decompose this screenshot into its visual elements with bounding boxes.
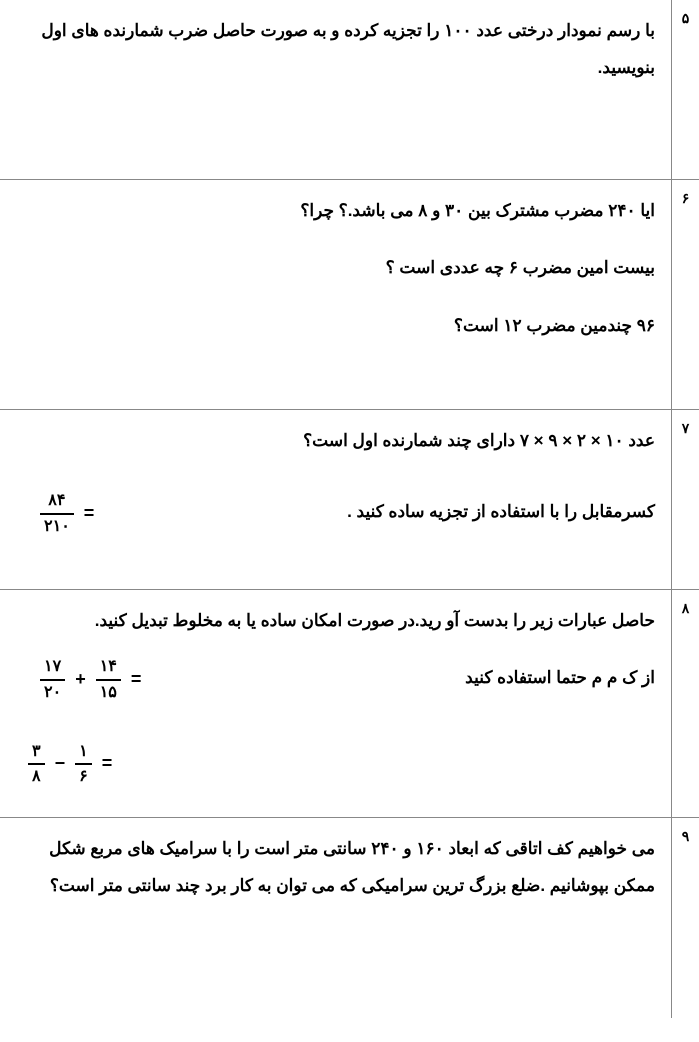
fraction-denominator: ۱۵ [96,679,121,702]
question-text-line: عدد ۱۰ × ۲ × ۹ × ۷ دارای چند شمارنده اول… [16,422,655,459]
question-text-line: از ک م م حتما استفاده کنید [465,659,655,696]
question-content: حاصل عبارات زیر را بدست آو رید.در صورت ا… [0,590,671,817]
question-row-7: ۷ عدد ۱۰ × ۲ × ۹ × ۷ دارای چند شمارنده ا… [0,410,699,590]
fraction-denominator: ۶ [75,763,92,786]
equals-sign: = [84,494,95,534]
equals-sign: = [131,660,142,700]
question-row-9: ۹ می خواهیم کف اتاقی که ابعاد ۱۶۰ و ۲۴۰ … [0,818,699,1018]
fraction-expression: ۱۷ ۲۰ + ۱۴ ۱۵ = [40,657,151,701]
question-text: می خواهیم کف اتاقی که ابعاد ۱۶۰ و ۲۴۰ سا… [16,830,655,905]
question-content: می خواهیم کف اتاقی که ابعاد ۱۶۰ و ۲۴۰ سا… [0,818,671,1018]
equals-sign: = [102,744,113,784]
question-text-line: حاصل عبارات زیر را بدست آو رید.در صورت ا… [16,602,655,639]
fraction: ۱۴ ۱۵ [96,657,121,701]
question-text-line: ایا ۲۴۰ مضرب مشترک بین ۳۰ و ۸ می باشد.؟ … [16,192,655,229]
question-row-8: ۸ حاصل عبارات زیر را بدست آو رید.در صورت… [0,590,699,818]
question-content: ایا ۲۴۰ مضرب مشترک بین ۳۰ و ۸ می باشد.؟ … [0,180,671,409]
fraction-numerator: ۱۷ [40,657,65,678]
question-number: ۶ [671,180,699,409]
question-text-line: بیست امین مضرب ۶ چه عددی است ؟ [16,249,655,286]
question-number: ۷ [671,410,699,589]
question-row-6: ۶ ایا ۲۴۰ مضرب مشترک بین ۳۰ و ۸ می باشد.… [0,180,699,410]
question-text-line: ۹۶ چندمین مضرب ۱۲ است؟ [16,307,655,344]
plus-sign: + [75,660,86,700]
fraction: ۱ ۶ [75,742,92,786]
fraction-expression: ۸۴ ۲۱۰ = [40,491,104,535]
question-number: ۹ [671,818,699,1018]
question-text: با رسم نمودار درختی عدد ۱۰۰ را تجزیه کرد… [16,12,655,87]
fraction-denominator: ۲۱۰ [40,513,74,536]
fraction: ۳ ۸ [28,742,45,786]
fraction-numerator: ۸۴ [44,491,69,512]
fraction-denominator: ۸ [28,763,45,786]
fraction-numerator: ۱۴ [96,657,121,678]
fraction-denominator: ۲۰ [40,679,65,702]
fraction: ۱۷ ۲۰ [40,657,65,701]
fraction: ۸۴ ۲۱۰ [40,491,74,535]
question-number: ۵ [671,0,699,179]
question-number: ۸ [671,590,699,817]
question-content: عدد ۱۰ × ۲ × ۹ × ۷ دارای چند شمارنده اول… [0,410,671,589]
minus-sign: − [55,744,66,784]
question-text-line: کسرمقابل را با استفاده از تجزیه ساده کنی… [347,493,655,530]
question-row-5: ۵ با رسم نمودار درختی عدد ۱۰۰ را تجزیه ک… [0,0,699,180]
fraction-numerator: ۱ [75,742,92,763]
question-content: با رسم نمودار درختی عدد ۱۰۰ را تجزیه کرد… [0,0,671,179]
fraction-numerator: ۳ [28,742,45,763]
